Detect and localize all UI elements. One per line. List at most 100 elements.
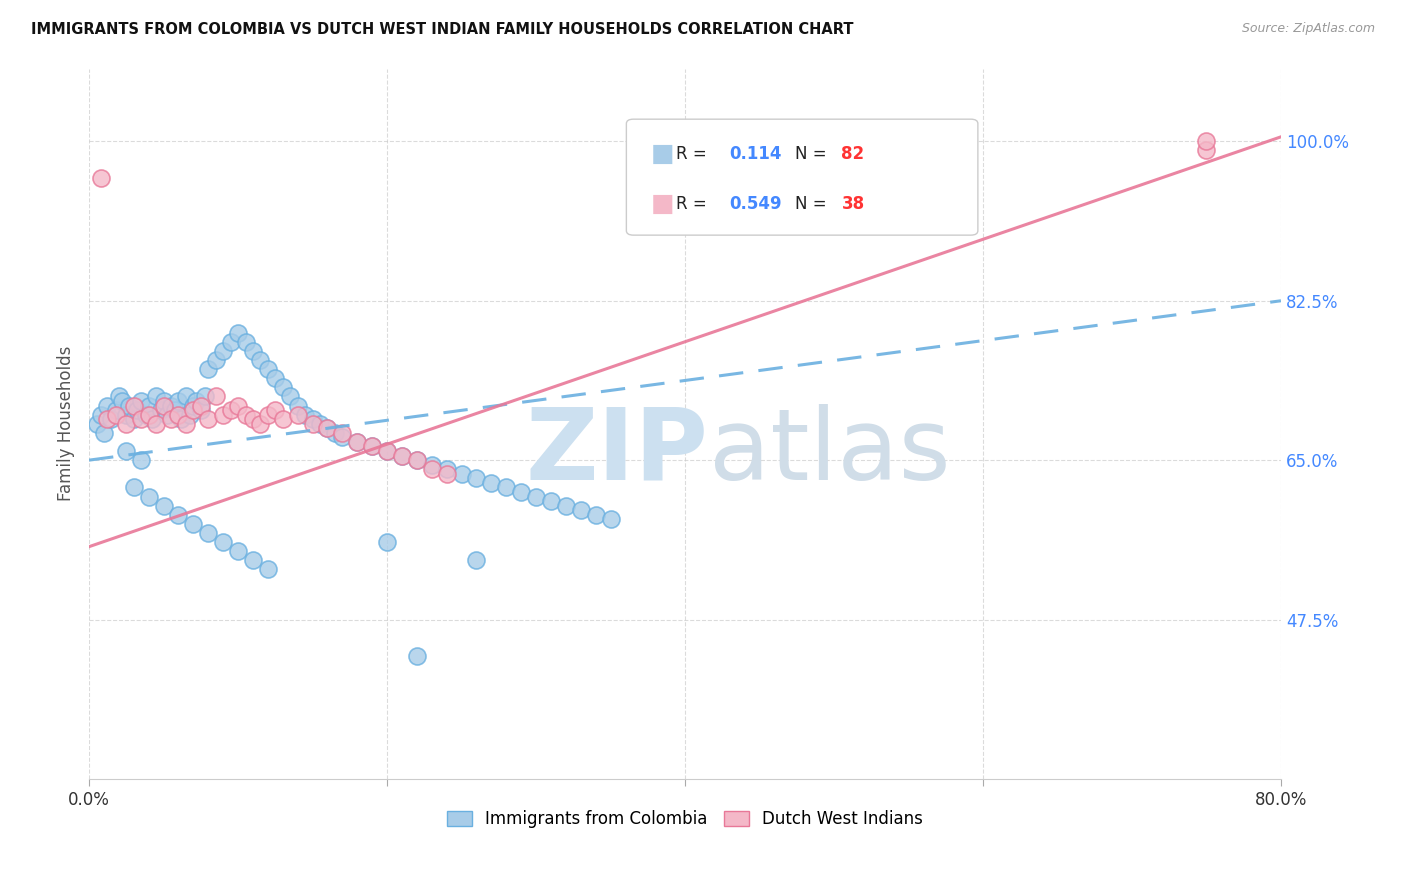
Point xyxy=(585,508,607,522)
Point xyxy=(190,403,212,417)
Point xyxy=(301,412,323,426)
Point xyxy=(391,449,413,463)
Point xyxy=(167,408,190,422)
Point xyxy=(242,553,264,567)
Point xyxy=(149,403,172,417)
Point xyxy=(152,399,174,413)
Point xyxy=(294,408,316,422)
Point xyxy=(436,462,458,476)
Point xyxy=(190,399,212,413)
Point xyxy=(145,417,167,431)
Point xyxy=(420,462,443,476)
Text: R =: R = xyxy=(676,195,711,213)
Point xyxy=(155,408,177,422)
Point xyxy=(271,380,294,394)
Point xyxy=(145,389,167,403)
Point xyxy=(242,343,264,358)
Point xyxy=(257,408,280,422)
Point xyxy=(257,562,280,576)
Text: N =: N = xyxy=(796,145,832,162)
Point xyxy=(197,526,219,541)
Point xyxy=(405,453,427,467)
Point xyxy=(174,389,197,403)
Point xyxy=(226,399,249,413)
Point xyxy=(599,512,621,526)
Point xyxy=(125,403,148,417)
Point xyxy=(165,403,187,417)
Text: ■: ■ xyxy=(650,192,673,216)
Text: IMMIGRANTS FROM COLOMBIA VS DUTCH WEST INDIAN FAMILY HOUSEHOLDS CORRELATION CHAR: IMMIGRANTS FROM COLOMBIA VS DUTCH WEST I… xyxy=(31,22,853,37)
Point xyxy=(122,480,145,494)
Point xyxy=(138,408,160,422)
Point xyxy=(111,393,134,408)
Point xyxy=(264,403,287,417)
Point xyxy=(226,326,249,340)
Point xyxy=(152,499,174,513)
Point xyxy=(93,425,115,440)
Point xyxy=(219,403,242,417)
Point xyxy=(405,453,427,467)
Point xyxy=(96,412,118,426)
Point xyxy=(450,467,472,481)
Point xyxy=(197,362,219,376)
Point xyxy=(249,417,271,431)
Point xyxy=(316,421,339,435)
Point xyxy=(90,408,112,422)
Point xyxy=(264,371,287,385)
Text: N =: N = xyxy=(796,195,832,213)
Point xyxy=(90,170,112,185)
Point xyxy=(346,434,368,449)
Point xyxy=(167,508,190,522)
Point xyxy=(301,417,323,431)
Point xyxy=(242,412,264,426)
Point xyxy=(278,389,301,403)
Point xyxy=(138,490,160,504)
Point xyxy=(115,408,138,422)
Point xyxy=(138,399,160,413)
Point xyxy=(465,471,488,485)
Point xyxy=(309,417,332,431)
Point xyxy=(129,453,152,467)
Point xyxy=(361,440,384,454)
Point xyxy=(436,467,458,481)
Point xyxy=(330,425,353,440)
Text: 0.114: 0.114 xyxy=(728,145,782,162)
Point xyxy=(204,353,226,368)
Point xyxy=(257,362,280,376)
Point xyxy=(212,535,235,549)
Point xyxy=(465,553,488,567)
Point xyxy=(1195,134,1218,148)
Point xyxy=(323,425,346,440)
Point xyxy=(86,417,108,431)
Point xyxy=(287,399,309,413)
Point xyxy=(212,343,235,358)
Point xyxy=(141,412,163,426)
Point xyxy=(96,399,118,413)
Point xyxy=(115,444,138,458)
Text: ZIP: ZIP xyxy=(526,404,709,500)
Text: 38: 38 xyxy=(842,195,865,213)
Text: 0.549: 0.549 xyxy=(728,195,782,213)
Point xyxy=(167,393,190,408)
Point xyxy=(122,399,145,413)
Point xyxy=(179,408,201,422)
Point xyxy=(104,403,127,417)
Text: Source: ZipAtlas.com: Source: ZipAtlas.com xyxy=(1241,22,1375,36)
Point xyxy=(115,417,138,431)
Text: ■: ■ xyxy=(650,142,673,166)
Point xyxy=(287,408,309,422)
Point xyxy=(174,417,197,431)
Point xyxy=(204,389,226,403)
Point xyxy=(391,449,413,463)
Point xyxy=(346,434,368,449)
Point xyxy=(330,430,353,444)
Point xyxy=(129,393,152,408)
Point xyxy=(170,412,193,426)
Point xyxy=(510,485,533,500)
Point xyxy=(135,408,157,422)
Point xyxy=(554,499,576,513)
Point xyxy=(183,399,205,413)
Y-axis label: Family Households: Family Households xyxy=(58,346,75,501)
Point xyxy=(104,408,127,422)
Point xyxy=(524,490,547,504)
